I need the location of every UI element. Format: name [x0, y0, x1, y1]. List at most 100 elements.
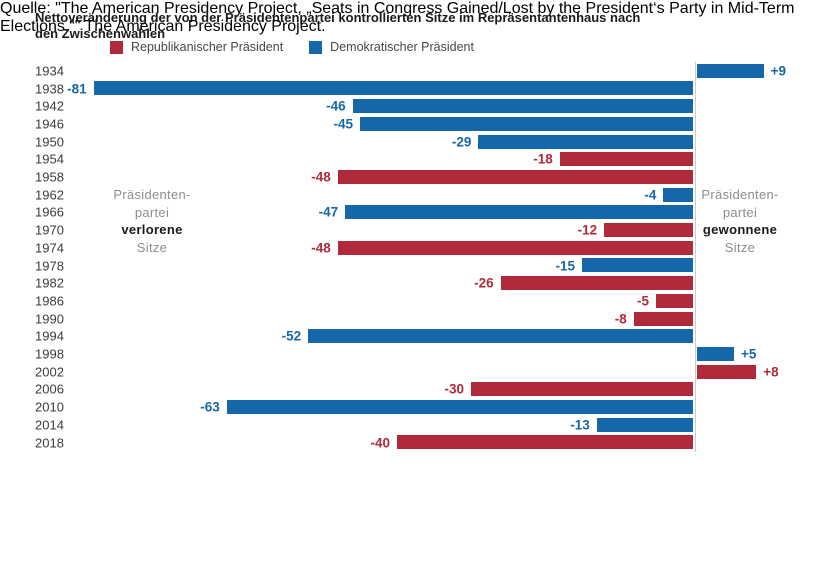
chart-row-1954: 1954 -18 — [35, 151, 795, 169]
bar-1998 — [697, 346, 734, 361]
bar-1938 — [93, 81, 693, 96]
bar-1982 — [500, 276, 693, 291]
year-label: 1958 — [35, 169, 64, 185]
democrat-swatch-icon — [309, 40, 323, 54]
republican-swatch-icon — [110, 40, 123, 54]
chart-row-1998: 1998 +5 — [35, 345, 795, 363]
annotation-line-emphasis: verlorene — [121, 222, 183, 238]
bar-1994 — [308, 329, 693, 344]
source-line-1: Quelle: "The American Presidency Project… — [0, 0, 795, 17]
value-label: -46 — [326, 98, 346, 114]
value-label: -15 — [555, 258, 575, 274]
chart-row-1942: 1942 -46 — [35, 97, 795, 115]
chart-row-1958: 1958 -48 — [35, 168, 795, 186]
value-label: +9 — [770, 63, 786, 79]
annotation-seats-gained: Präsidenten- partei gewonnene Sitze — [660, 186, 813, 257]
year-label: 2014 — [35, 417, 64, 433]
annotation-line-emphasis: gewonnene — [702, 222, 778, 238]
year-label: 1974 — [35, 240, 64, 256]
year-label: 2010 — [35, 399, 64, 415]
bar-chart: Präsidenten- partei verlorene Sitze Präs… — [35, 62, 795, 454]
year-label: 1950 — [35, 134, 64, 150]
bar-1946 — [360, 116, 693, 131]
value-label: -52 — [281, 328, 302, 344]
chart-row-1970: 1970 -12 — [35, 221, 795, 239]
chart-row-1982: 1982 -26 — [35, 274, 795, 292]
bar-1978 — [582, 258, 693, 273]
bar-2002 — [697, 364, 757, 379]
title-line-1: Nettoveränderung der von der Präsidenten… — [35, 10, 641, 25]
chart-row-2018: 2018 -40 — [35, 434, 795, 452]
value-label: -13 — [570, 417, 590, 433]
value-label: -26 — [474, 275, 494, 291]
annotation-line: Präsidenten- — [701, 187, 779, 202]
bar-2014 — [596, 417, 693, 432]
legend-item-republican: Republikanischer Präsident — [110, 40, 283, 54]
value-label: -5 — [636, 293, 649, 309]
annotation-line: Sitze — [136, 240, 168, 256]
value-label: -12 — [577, 222, 598, 238]
value-label: -81 — [67, 81, 87, 97]
source-line-2: Elections.“" The American Presidency Pro… — [0, 18, 326, 35]
annotation-line: Sitze — [724, 240, 756, 256]
year-label: 1982 — [35, 275, 64, 291]
chart-row-1974: 1974 -48 — [35, 239, 795, 257]
chart-row-1938: 1938 -81 — [35, 80, 795, 98]
legend: Republikanischer Präsident Demokratische… — [110, 40, 474, 54]
bar-1954 — [559, 152, 693, 167]
annotation-seats-lost: Präsidenten- partei verlorene Sitze — [72, 186, 232, 257]
legend-item-democrat: Demokratischer Präsident — [309, 40, 474, 54]
value-label: -47 — [318, 204, 339, 220]
year-label: 1934 — [35, 63, 64, 79]
chart-row-2014: 2014 -13 — [35, 416, 795, 434]
chart-row-1950: 1950 -29 — [35, 133, 795, 151]
chart-row-2006: 2006 -30 — [35, 381, 795, 399]
value-label: -30 — [444, 381, 464, 397]
value-label: +8 — [763, 364, 779, 380]
year-label: 1986 — [35, 293, 64, 309]
annotation-line: partei — [134, 204, 170, 220]
bar-1986 — [656, 293, 693, 308]
bar-2010 — [226, 400, 693, 415]
annotation-line: Präsidenten- — [113, 187, 191, 202]
year-label: 1938 — [35, 81, 64, 97]
year-label: 1966 — [35, 204, 64, 220]
bar-1990 — [633, 311, 693, 326]
value-label: -63 — [200, 399, 220, 415]
chart-row-1990: 1990 -8 — [35, 310, 795, 328]
chart-row-1962: 1962 -4 — [35, 186, 795, 204]
year-label: 1994 — [35, 328, 64, 344]
value-label: -48 — [311, 240, 331, 256]
zero-axis-line — [695, 62, 696, 452]
legend-label-republican: Republikanischer Präsident — [131, 40, 284, 54]
year-label: 1946 — [35, 116, 64, 132]
bar-1974 — [337, 240, 693, 255]
bar-1966 — [345, 205, 693, 220]
year-label: 2002 — [35, 364, 64, 380]
legend-label-democrat: Demokratischer Präsident — [330, 40, 474, 54]
chart-row-1934: 1934 +9 — [35, 62, 795, 80]
year-label: 1990 — [35, 311, 64, 327]
year-label: 1970 — [35, 222, 64, 238]
value-label: -4 — [644, 187, 657, 203]
bar-1950 — [478, 134, 693, 149]
chart-row-1994: 1994 -52 — [35, 328, 795, 346]
year-label: 1942 — [35, 98, 64, 114]
chart-row-2002: 2002 +8 — [35, 363, 795, 381]
value-label: -40 — [370, 435, 390, 451]
value-label: -18 — [533, 151, 553, 167]
chart-row-1986: 1986 -5 — [35, 292, 795, 310]
year-label: 2006 — [35, 381, 64, 397]
year-label: 1998 — [35, 346, 64, 362]
title-line-2: den Zwischenwahlen — [35, 25, 166, 41]
value-label: -45 — [333, 116, 353, 132]
value-label: -48 — [311, 169, 331, 185]
bar-2018 — [397, 435, 693, 450]
chart-row-2010: 2010 -63 — [35, 398, 795, 416]
year-label: 1954 — [35, 151, 64, 167]
page-title: Nettoveränderung der von der Präsidenten… — [35, 10, 640, 41]
year-label: 2018 — [35, 435, 64, 451]
year-label: 1978 — [35, 258, 64, 274]
chart-row-1978: 1978 -15 — [35, 257, 795, 275]
